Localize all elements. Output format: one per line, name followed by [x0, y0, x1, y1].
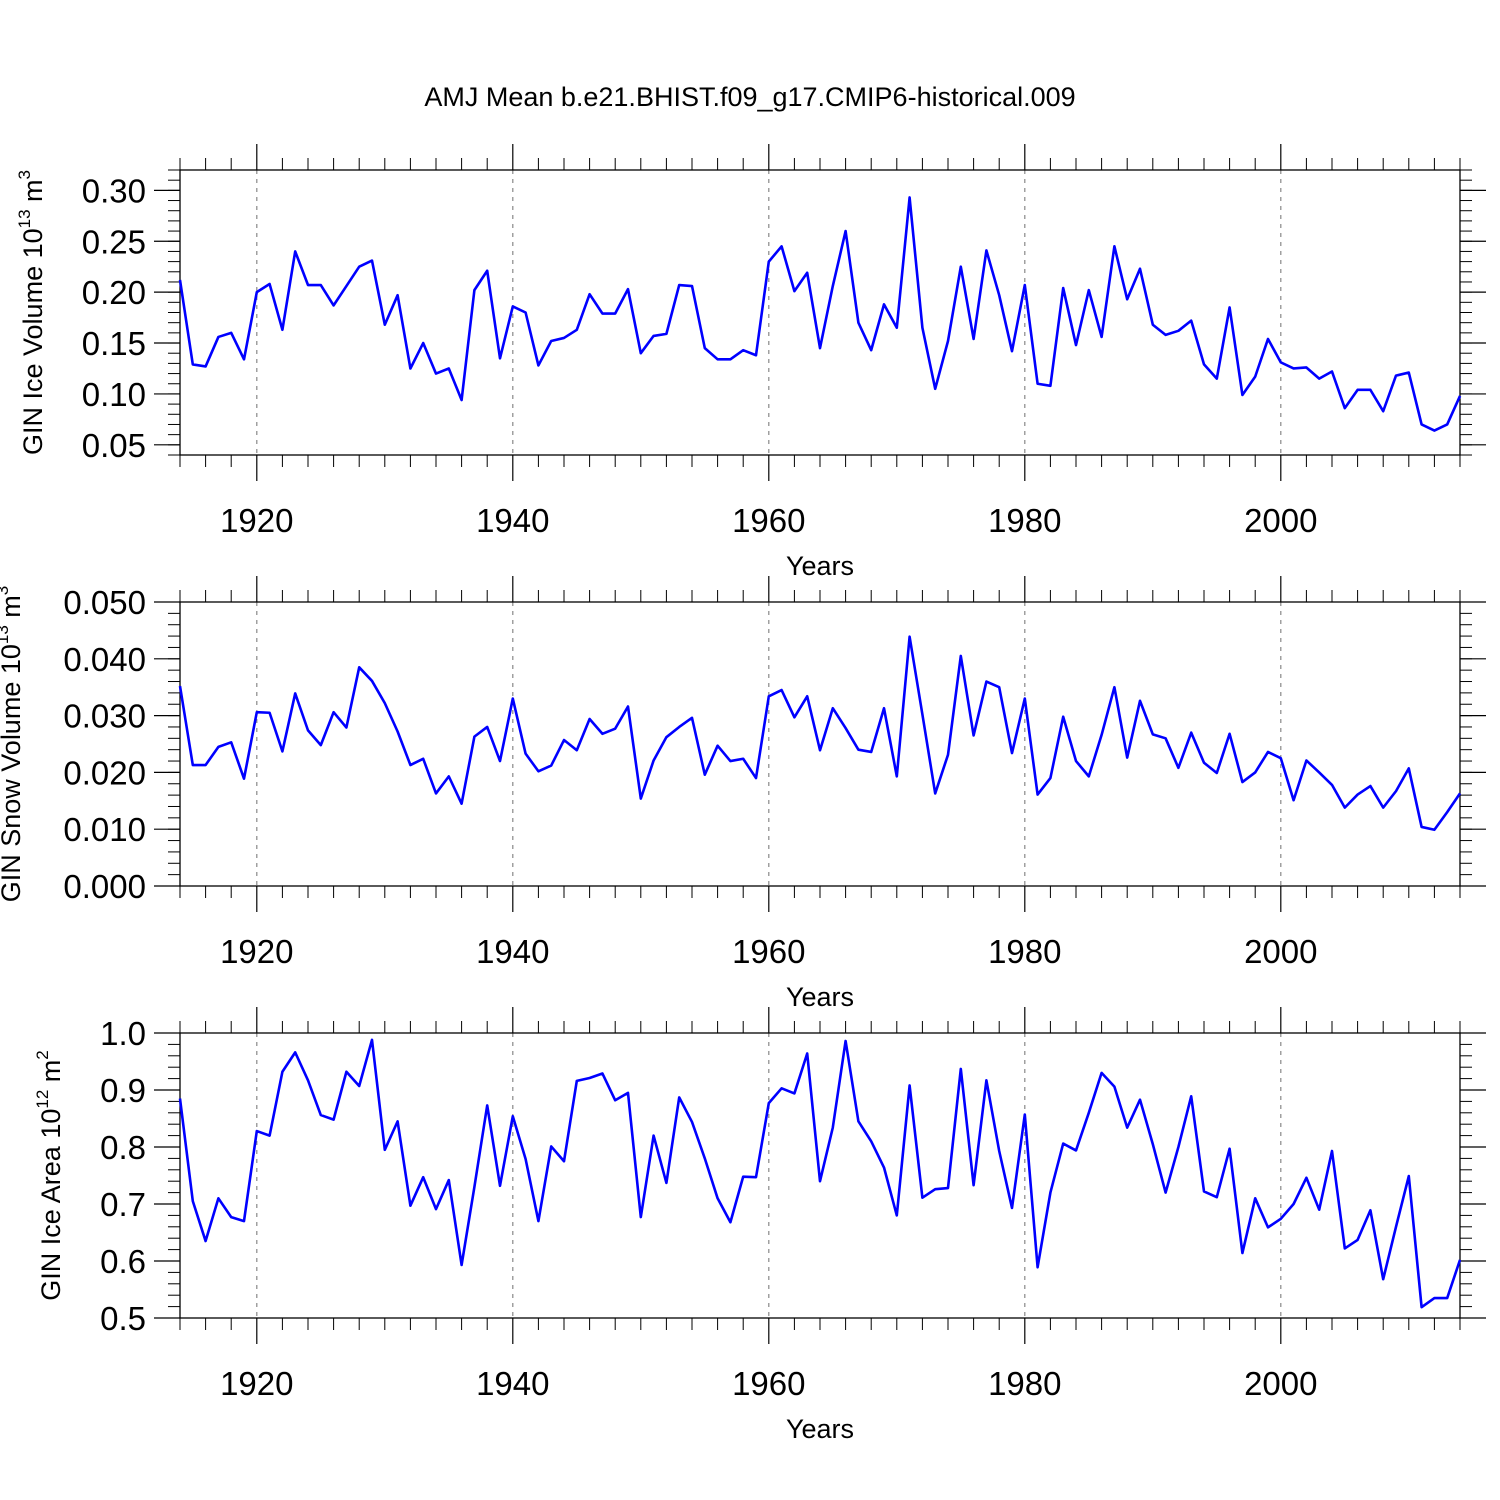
- panel-ice-area: 1920 1940 1960 1980 2000 0.5 0.6 0.7 0.8 0.9 1.0 Ye…: [33, 1007, 1486, 1444]
- y-label-unit-exponent: 3: [15, 170, 34, 179]
- y-tick-label: 0.030: [63, 698, 146, 735]
- y-label-text: GIN Ice Area 10: [36, 1109, 66, 1301]
- y-axis-label: GIN Ice Area 1012 m2: [33, 1050, 66, 1301]
- y-tick-label: 0.000: [63, 868, 146, 905]
- x-tick-label: 1980: [988, 933, 1061, 970]
- y-axis-label: GIN Ice Volume 1013 m3: [15, 170, 48, 455]
- y-tick-label: 0.30: [82, 172, 146, 209]
- x-tick-label: 1940: [476, 502, 549, 539]
- x-tick-label: 1940: [476, 1365, 549, 1402]
- y-label-unit: m: [0, 595, 26, 625]
- y-tick-label: 0.050: [63, 584, 146, 621]
- y-label-unit: m: [18, 179, 48, 209]
- y-tick-label: 0.7: [100, 1186, 146, 1223]
- y-tick-label: 1.0: [100, 1015, 146, 1052]
- x-tick-label: 1920: [220, 933, 293, 970]
- x-tick-label: 1920: [220, 1365, 293, 1402]
- x-axis-label: Years: [786, 982, 854, 1012]
- panel-snow-volume: 1920 1940 1960 1980 2000 0.000 0.010 0.020 0.030…: [0, 576, 1486, 1012]
- y-label-text: GIN Snow Volume 10: [0, 644, 26, 902]
- y-axis-label: GIN Snow Volume 1013 m3: [0, 586, 26, 903]
- x-axis-label: Years: [786, 1414, 854, 1444]
- y-label-exponent: 13: [0, 625, 12, 644]
- panel-ice-volume: 1920 1940 1960 1980 2000 0.05 0.10 0.15 0.20 0.25…: [15, 144, 1486, 581]
- y-tick-label: 0.010: [63, 811, 146, 848]
- y-tick-label: 0.15: [82, 325, 146, 362]
- x-tick-label: 1960: [732, 1365, 805, 1402]
- plot-frame: [179, 601, 1461, 887]
- y-tick-label: 0.5: [100, 1300, 146, 1337]
- x-tick-label: 1960: [732, 933, 805, 970]
- data-series-line: [178, 196, 1462, 432]
- y-tick-label: 0.05: [82, 427, 146, 464]
- y-tick-label: 0.6: [100, 1243, 146, 1280]
- plot-frame: [179, 169, 1461, 456]
- data-series-line: [178, 635, 1462, 832]
- x-tick-label: 1960: [732, 502, 805, 539]
- y-label-exponent: 12: [33, 1090, 52, 1109]
- y-tick-label: 0.020: [63, 754, 146, 791]
- x-tick-label: 1980: [988, 502, 1061, 539]
- x-axis-label: Years: [786, 551, 854, 581]
- x-tick-label: 1980: [988, 1365, 1061, 1402]
- x-tick-label: 2000: [1244, 1365, 1317, 1402]
- y-label-unit: m: [36, 1060, 66, 1090]
- y-label-unit-exponent: 2: [33, 1050, 52, 1059]
- data-series-line: [178, 1038, 1462, 1309]
- y-label-text: GIN Ice Volume 10: [18, 228, 48, 455]
- y-tick-label: 0.9: [100, 1072, 146, 1109]
- y-label-unit-exponent: 3: [0, 586, 12, 595]
- y-tick-label: 0.8: [100, 1129, 146, 1166]
- chart-title: AMJ Mean b.e21.BHIST.f09_g17.CMIP6-histo…: [424, 82, 1075, 112]
- x-tick-label: 2000: [1244, 502, 1317, 539]
- x-tick-label: 1920: [220, 502, 293, 539]
- y-tick-label: 0.20: [82, 274, 146, 311]
- y-tick-label: 0.25: [82, 223, 146, 260]
- y-tick-label: 0.10: [82, 376, 146, 413]
- y-label-exponent: 13: [15, 209, 34, 228]
- y-tick-label: 0.040: [63, 641, 146, 678]
- x-tick-label: 2000: [1244, 933, 1317, 970]
- x-tick-label: 1940: [476, 933, 549, 970]
